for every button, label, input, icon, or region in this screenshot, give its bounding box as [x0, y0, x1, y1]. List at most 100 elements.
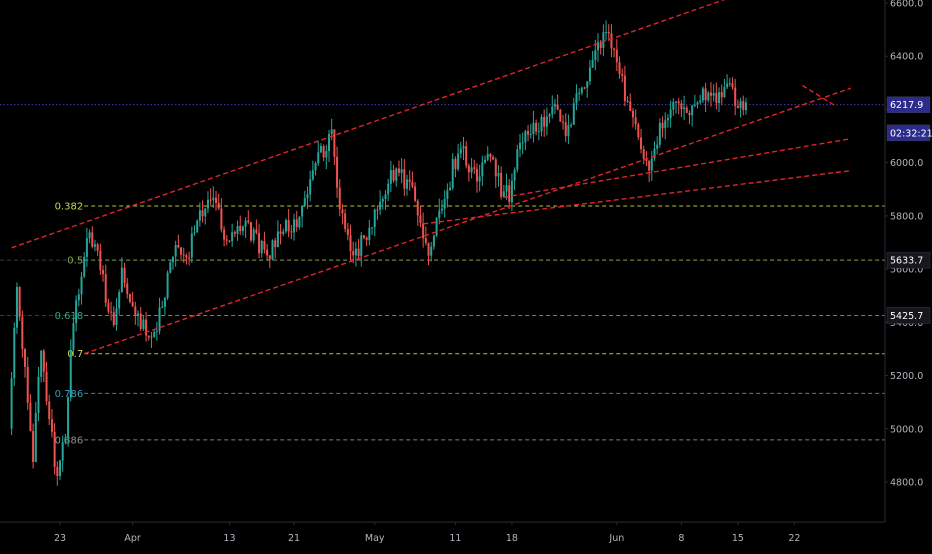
candle-body: [742, 101, 745, 111]
candle-body: [91, 232, 94, 247]
candle-body: [40, 350, 43, 377]
candle-body: [650, 158, 653, 171]
candle-body: [475, 168, 478, 182]
candle-body: [373, 209, 376, 228]
candle-body: [298, 216, 301, 228]
candle-body: [193, 232, 196, 234]
candle-body: [449, 187, 452, 191]
candle-body: [61, 442, 64, 461]
candle-body: [599, 42, 602, 48]
candle-body: [102, 270, 105, 275]
candle-body: [492, 156, 495, 160]
candle-body: [508, 185, 511, 203]
candle-body: [362, 235, 365, 238]
y-tick-label: 5600.0: [890, 265, 923, 276]
candle-body: [408, 179, 411, 183]
candle-body: [48, 401, 51, 420]
candle-body: [147, 335, 150, 338]
candle-body: [352, 251, 355, 256]
candle-body: [677, 101, 680, 104]
trendline: [802, 84, 836, 107]
candle-body: [637, 124, 640, 138]
price-label-text: 02:32:21: [890, 128, 932, 139]
candle-body: [578, 92, 581, 94]
candle-body: [701, 88, 704, 101]
candle-body: [137, 313, 140, 316]
candle-body: [685, 107, 688, 113]
candle-body: [675, 101, 678, 103]
candle-body: [613, 48, 616, 50]
candle-body: [502, 191, 505, 197]
candle-body: [489, 153, 492, 157]
y-tick-label: 5800.0: [890, 211, 923, 222]
candle-body: [99, 250, 102, 271]
candle-body: [623, 75, 626, 102]
candle-body: [255, 229, 258, 233]
candle-body: [513, 169, 516, 181]
candle-body: [190, 233, 193, 258]
candle-body: [384, 194, 387, 200]
candle-body: [241, 226, 244, 232]
candle-body: [123, 267, 126, 284]
candle-body: [629, 101, 632, 111]
candle-body: [715, 92, 718, 104]
y-tick-label: 6400.0: [890, 52, 923, 63]
candle-body: [338, 187, 341, 210]
candle-body: [597, 42, 599, 51]
candle-body: [371, 227, 374, 229]
candle-body: [494, 159, 497, 177]
candle-body: [500, 172, 503, 197]
candle-body: [648, 160, 651, 171]
candle-body: [233, 232, 236, 234]
candle-body: [556, 104, 559, 110]
candle-body: [432, 235, 435, 247]
candle-body: [75, 300, 78, 324]
candle-body: [470, 167, 473, 173]
candle-body: [467, 165, 470, 173]
candle-body: [182, 254, 185, 256]
trendline: [503, 138, 851, 198]
candle-body: [220, 208, 223, 230]
candle-body: [516, 149, 519, 170]
candle-body: [311, 170, 314, 180]
fib-level-label: 0.886: [55, 435, 84, 446]
candle-body: [228, 240, 231, 242]
candle-body: [572, 103, 575, 125]
candle-body: [344, 213, 347, 230]
price-label-text: 5425.7: [890, 311, 923, 322]
candle-body: [290, 231, 293, 233]
candle-body: [397, 168, 400, 173]
candles: [10, 20, 747, 486]
candle-body: [96, 244, 99, 251]
candle-body: [739, 101, 742, 109]
candle-body: [376, 209, 379, 211]
candle-body: [669, 109, 672, 119]
candle-body: [83, 256, 86, 277]
price-label-box: [886, 307, 931, 324]
candle-body: [180, 247, 183, 255]
candle-body: [551, 106, 554, 115]
candle-body: [174, 244, 177, 257]
candle-body: [198, 210, 201, 221]
candle-body: [626, 101, 629, 103]
candle-body: [247, 220, 250, 223]
candle-body: [18, 287, 21, 317]
candle-body: [258, 232, 261, 254]
candle-body: [459, 148, 462, 154]
price-label-box: [886, 96, 931, 113]
candle-body: [77, 294, 80, 301]
candle-body: [134, 306, 137, 316]
candle-body: [365, 237, 368, 240]
candle-body: [718, 92, 721, 104]
candle-body: [330, 129, 333, 135]
candle-body: [634, 117, 637, 125]
candle-body: [610, 33, 613, 49]
candle-body: [107, 302, 110, 312]
candle-body: [440, 208, 443, 211]
candle-body: [145, 319, 148, 336]
fib-level-label: 0.786: [55, 389, 84, 400]
candle-body: [188, 257, 191, 259]
candle-body: [438, 210, 441, 219]
